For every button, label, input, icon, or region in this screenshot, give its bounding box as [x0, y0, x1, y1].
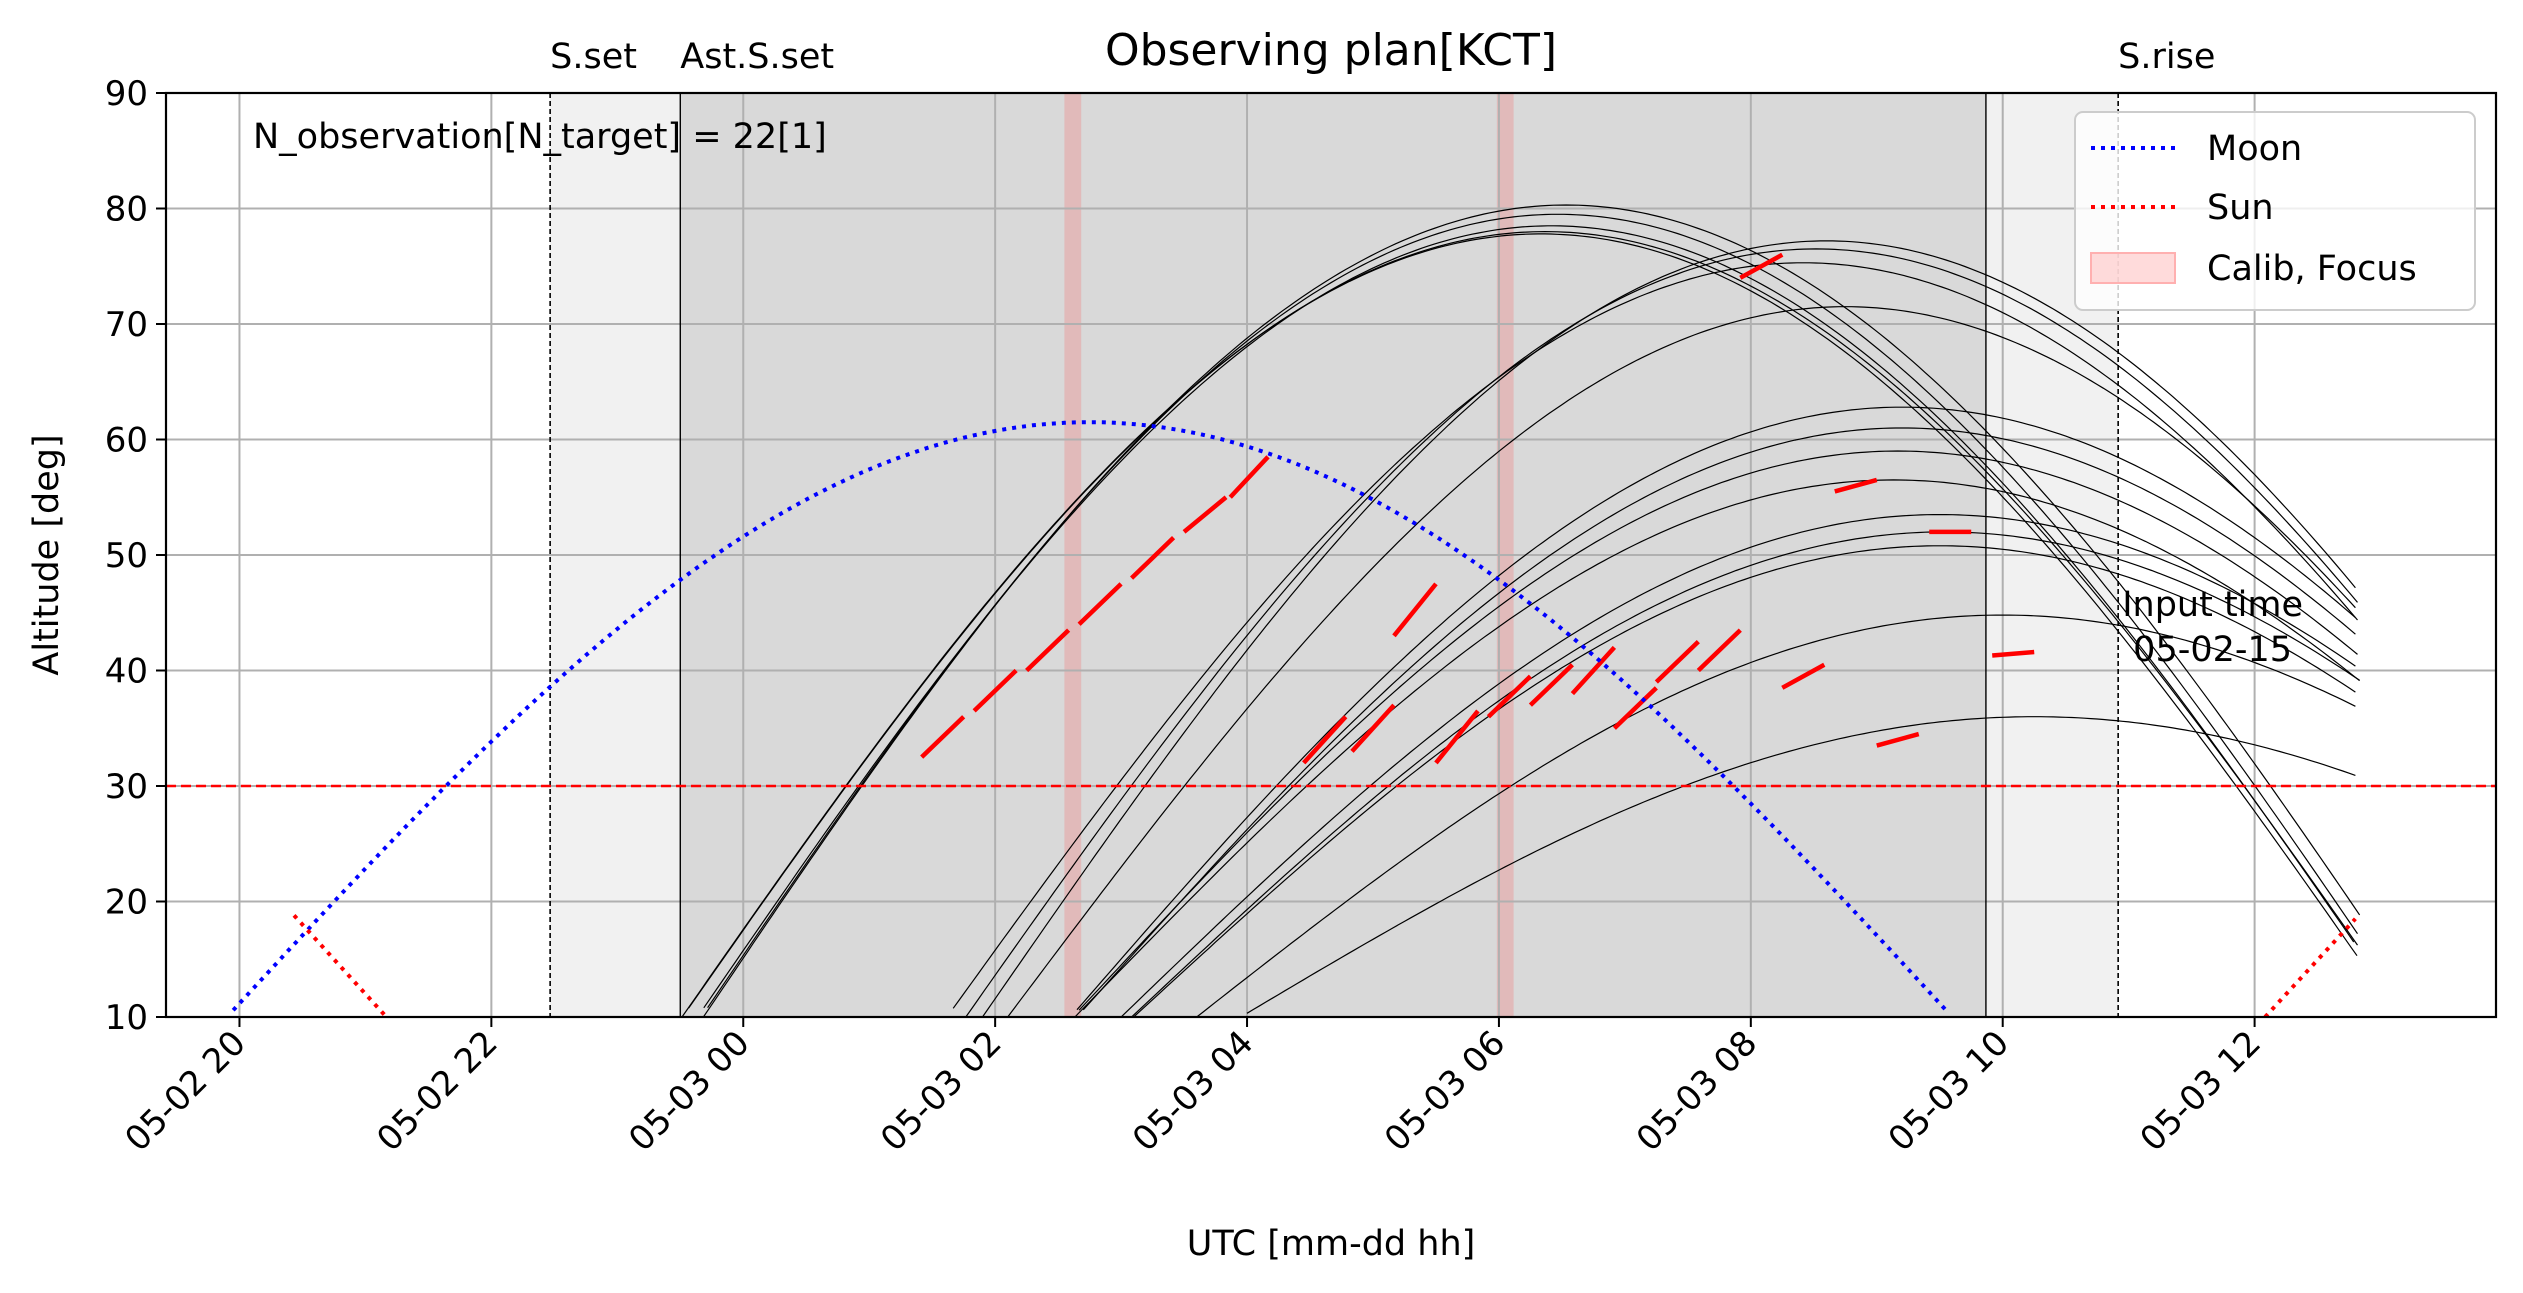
target-curve-9 — [1076, 406, 2356, 1011]
observation-segment-6 — [1228, 455, 1270, 499]
y-tick-label: 90 — [105, 74, 148, 114]
legend-calib-swatch — [2090, 252, 2176, 284]
target-curve-6 — [965, 248, 2358, 1017]
sun-altitude-line-evening — [292, 914, 388, 1017]
target-curve-3 — [681, 233, 2358, 1017]
x-tick-label: 05-03 04 — [1125, 1023, 1261, 1159]
y-tick-label: 20 — [105, 883, 148, 923]
y-tick-label: 80 — [105, 190, 148, 230]
target-curve-8 — [1007, 306, 2356, 1017]
night-marker-label-3: S.rise — [2118, 37, 2215, 77]
observation-segment-3 — [1077, 582, 1123, 626]
legend-calib-label: Calib, Focus — [2207, 249, 2417, 289]
legend-moon-label: Moon — [2207, 129, 2302, 169]
target-curve-7 — [952, 262, 2358, 1009]
observation-segment-4 — [1130, 536, 1176, 580]
chart-title: Observing plan[KCT] — [1105, 25, 1557, 76]
x-tick-label: 05-03 06 — [1377, 1023, 1513, 1159]
observation-segment-13 — [1570, 645, 1617, 696]
x-axis-label: UTC [mm-dd hh] — [1187, 1224, 1476, 1264]
target-curve-12 — [1074, 479, 2360, 1017]
observation-segment-1 — [972, 668, 1018, 713]
sun-altitude-line-morning — [2263, 917, 2357, 1017]
target-curve-4 — [688, 230, 2358, 1009]
observation-segment-19 — [1834, 477, 1878, 494]
target-curve-11 — [1078, 450, 2358, 1011]
y-axis-label: Altitude [deg] — [27, 434, 67, 675]
input-time-label-0: Input time — [2122, 585, 2303, 625]
observation-segment-15 — [1654, 640, 1700, 684]
night-marker-label-0: S.set — [550, 37, 637, 77]
target-curve-16 — [1196, 614, 2356, 1017]
y-tick-label: 70 — [105, 305, 148, 345]
target-curve-13 — [1120, 513, 2356, 1017]
legend-sun-label: Sun — [2207, 188, 2274, 228]
target-curve-17 — [1246, 716, 2356, 1014]
x-tick-label: 05-02 22 — [369, 1023, 505, 1159]
observation-segment-5 — [1182, 495, 1228, 534]
target-curve-15 — [1133, 545, 2356, 1017]
input-time-annotation: Input time 05-02-15 — [2122, 585, 2303, 670]
observation-segment-22 — [1992, 649, 2035, 658]
observation-count-annotation: N_observation[N_target] = 22[1] — [253, 117, 827, 157]
observation-segment-7 — [1302, 715, 1348, 765]
observation-segment-2 — [1025, 628, 1071, 673]
input-time-label-1: 05-02-15 — [2133, 630, 2292, 670]
target-curve-10 — [1082, 427, 2356, 1011]
y-tick-label: 60 — [105, 421, 148, 461]
observation-segment-16 — [1696, 628, 1742, 673]
observation-segment-8 — [1350, 703, 1396, 753]
y-tick-label: 10 — [105, 998, 148, 1038]
x-tick-label: 05-03 02 — [873, 1023, 1009, 1159]
observation-segment-0 — [920, 715, 966, 759]
y-tick-label: 50 — [105, 536, 148, 576]
target-curve-14 — [1131, 531, 2360, 1017]
observation-segment-20 — [1876, 731, 1920, 748]
observation-segment-9 — [1392, 582, 1438, 638]
night-marker-labels: S.set Ast.S.set S.rise — [550, 37, 2215, 77]
observation-segments — [920, 252, 2035, 765]
x-tick-label: 05-02 20 — [117, 1023, 253, 1159]
night-marker-label-1: Ast.S.set — [680, 37, 834, 77]
moon-altitude-line — [231, 420, 1948, 1012]
observation-segment-11 — [1486, 674, 1532, 719]
observation-segment-12 — [1528, 663, 1574, 707]
observation-segment-14 — [1612, 686, 1658, 730]
x-tick-label: 05-03 12 — [2133, 1023, 2269, 1159]
observation-segment-17 — [1739, 252, 1784, 280]
x-tick-label: 05-03 08 — [1629, 1023, 1765, 1159]
sun-moon-curves — [231, 420, 2357, 1017]
y-tick-label: 40 — [105, 652, 148, 692]
observation-segment-18 — [1781, 662, 1826, 690]
x-tick-label: 05-03 00 — [621, 1023, 757, 1159]
target-altitude-curves — [681, 204, 2361, 1017]
target-curve-5 — [982, 240, 2356, 1017]
x-tick-label: 05-03 10 — [1881, 1023, 2017, 1159]
legend: Moon Sun Calib, Focus — [2074, 111, 2476, 311]
y-tick-label: 30 — [105, 767, 148, 807]
target-curve-2 — [703, 225, 2355, 1009]
observation-segment-10 — [1434, 709, 1480, 765]
